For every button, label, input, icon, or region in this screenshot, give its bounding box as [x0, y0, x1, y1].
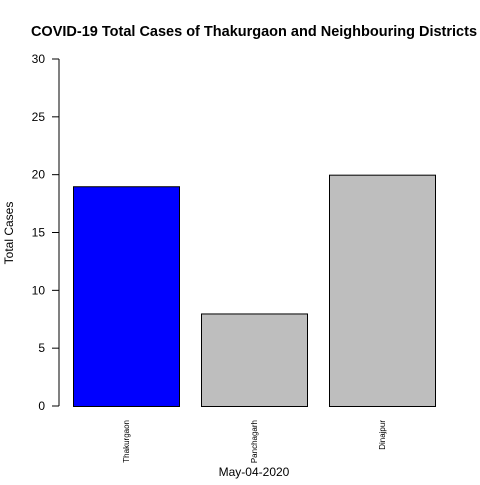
- y-axis-label: Total Cases: [2, 202, 16, 265]
- y-tick-label: 0: [38, 399, 45, 413]
- y-tick-label: 25: [32, 110, 46, 124]
- y-tick-label: 5: [38, 341, 45, 355]
- x-axis-label: May-04-2020: [219, 465, 290, 479]
- y-tick-label: 30: [32, 52, 46, 66]
- bar-thakurgaon: [73, 186, 180, 407]
- y-tick-label: 10: [32, 283, 46, 297]
- y-tick-label: 20: [32, 168, 46, 182]
- y-axis: 0 5 10 15 20 25 30: [32, 52, 60, 413]
- bar-dinajpur: [329, 174, 436, 407]
- bar-panchagarh: [201, 313, 308, 408]
- y-tick-label: 15: [32, 226, 46, 240]
- bars: [73, 174, 436, 408]
- chart-title: COVID-19 Total Cases of Thakurgaon and N…: [31, 24, 477, 40]
- x-tick-label: Thakurgaon: [122, 420, 131, 463]
- x-tick-label: Dinajpur: [378, 420, 387, 450]
- x-tick-labels: Thakurgaon Panchagarh Dinajpur: [122, 420, 387, 463]
- x-tick-label: Panchagarh: [250, 420, 259, 463]
